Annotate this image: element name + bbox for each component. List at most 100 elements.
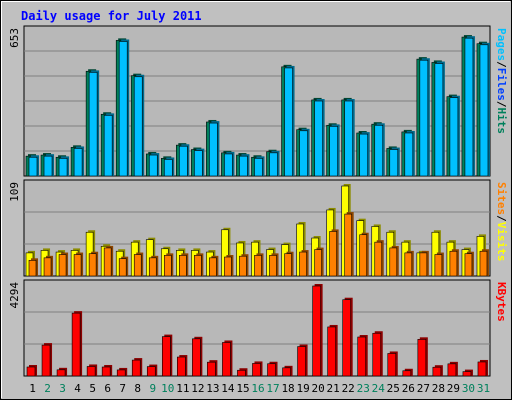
day-8-bars — [130, 240, 144, 277]
bar-pages-28 — [434, 61, 445, 177]
bar-sites-12 — [194, 253, 204, 277]
bar-kbytes-5 — [86, 364, 98, 377]
day-30-bars — [461, 35, 475, 177]
bar-sites-10 — [163, 253, 174, 277]
bar-pages-14 — [224, 151, 235, 177]
x-tick-label: 1 — [29, 382, 36, 395]
x-tick-label: 4 — [74, 382, 81, 395]
legend-separator: / — [495, 61, 508, 68]
bar-sites-31 — [479, 249, 489, 277]
day-19-bars — [296, 221, 309, 277]
bar-sites-27 — [419, 250, 429, 277]
day-13-bars — [206, 119, 220, 177]
day-10-bars — [160, 246, 174, 277]
day-4-bars — [71, 311, 83, 377]
day-9-bars — [146, 364, 158, 377]
bar-sites-29 — [449, 249, 459, 277]
chart-title: Daily usage for July 2011 — [21, 9, 202, 23]
bar-pages-12 — [194, 148, 205, 177]
x-tick-label: 27 — [417, 382, 430, 395]
day-5-bars — [85, 230, 99, 277]
day-23-bars — [357, 335, 368, 377]
bar-kbytes-12 — [192, 336, 203, 377]
bar-pages-18 — [284, 65, 295, 177]
panel-2: 109 Sites/Visits — [8, 179, 508, 277]
x-tick-label: 21 — [327, 382, 340, 395]
day-6-bars — [101, 364, 113, 377]
day-28-bars — [431, 60, 445, 177]
bar-kbytes-19 — [297, 344, 308, 377]
legend-separator: / — [495, 215, 508, 222]
day-29-bars — [446, 94, 460, 177]
day-9-bars — [145, 237, 159, 277]
bar-pages-24 — [374, 123, 385, 177]
bar-pages-11 — [179, 144, 190, 177]
day-17-bars — [266, 149, 280, 177]
day-17-bars — [266, 247, 279, 277]
y-axis-max-label: 109 — [8, 182, 21, 202]
bar-sites-23 — [359, 232, 369, 277]
day-25-bars — [386, 146, 400, 177]
day-26-bars — [401, 240, 414, 277]
bar-kbytes-31 — [477, 359, 488, 377]
bar-kbytes-6 — [101, 364, 113, 377]
day-21-bars — [327, 324, 338, 377]
day-3-bars — [55, 250, 69, 277]
bar-pages-19 — [299, 128, 310, 177]
day-5-bars — [85, 69, 100, 177]
day-12-bars — [191, 248, 204, 277]
day-31-bars — [477, 359, 488, 377]
legend-hits: Hits — [495, 108, 508, 135]
x-tick-label: 31 — [477, 382, 490, 395]
x-tick-label: 23 — [357, 382, 370, 395]
day-21-bars — [326, 207, 339, 277]
day-24-bars — [372, 331, 383, 377]
bar-kbytes-25 — [387, 351, 398, 377]
day-27-bars — [416, 57, 430, 177]
bar-pages-30 — [464, 36, 475, 177]
legend-kbytes: KBytes — [495, 282, 508, 322]
bar-pages-8 — [133, 74, 145, 177]
legend-visits: Visits — [495, 222, 508, 262]
day-15-bars — [236, 240, 249, 277]
day-22-bars — [342, 297, 353, 377]
day-2-bars — [40, 248, 54, 277]
day-15-bars — [236, 153, 250, 177]
day-4-bars — [70, 248, 84, 277]
bar-sites-26 — [404, 250, 414, 277]
bar-kbytes-26 — [402, 368, 413, 377]
bar-pages-6 — [103, 113, 115, 177]
x-tick-label: 28 — [432, 382, 445, 395]
day-4-bars — [70, 145, 85, 177]
bar-sites-18 — [284, 251, 294, 277]
bar-pages-20 — [314, 99, 325, 177]
x-tick-label: 20 — [312, 382, 325, 395]
bar-kbytes-3 — [56, 367, 68, 377]
day-29-bars — [447, 361, 458, 377]
day-26-bars — [402, 368, 413, 377]
legend-sites: Sites — [495, 182, 508, 215]
bar-kbytes-18 — [282, 365, 293, 377]
day-20-bars — [312, 284, 323, 377]
x-tick-label: 29 — [447, 382, 460, 395]
bar-pages-10 — [163, 157, 175, 177]
x-tick-label: 30 — [462, 382, 475, 395]
day-16-bars — [251, 240, 264, 277]
bar-pages-16 — [254, 156, 265, 177]
bar-pages-15 — [239, 154, 250, 177]
bar-kbytes-22 — [342, 297, 353, 377]
x-tick-label: 15 — [236, 382, 249, 395]
day-23-bars — [356, 218, 369, 277]
bar-pages-27 — [419, 58, 430, 177]
day-11-bars — [176, 248, 189, 277]
x-tick-label: 13 — [206, 382, 219, 395]
x-tick-label: 18 — [281, 382, 294, 395]
x-tick-label: 19 — [296, 382, 309, 395]
day-6-bars — [100, 112, 115, 177]
bar-kbytes-15 — [237, 368, 248, 377]
x-axis-day-labels: 1 2 3 4 5 6 7 8 9 10 11 12 13 14 15 16 17 18 19 20 21 22 23 24 2… — [29, 382, 490, 395]
bar-pages-1 — [28, 155, 39, 177]
day-16-bars — [252, 361, 263, 377]
bar-sites-7 — [118, 256, 129, 277]
bar-pages-31 — [479, 42, 490, 177]
